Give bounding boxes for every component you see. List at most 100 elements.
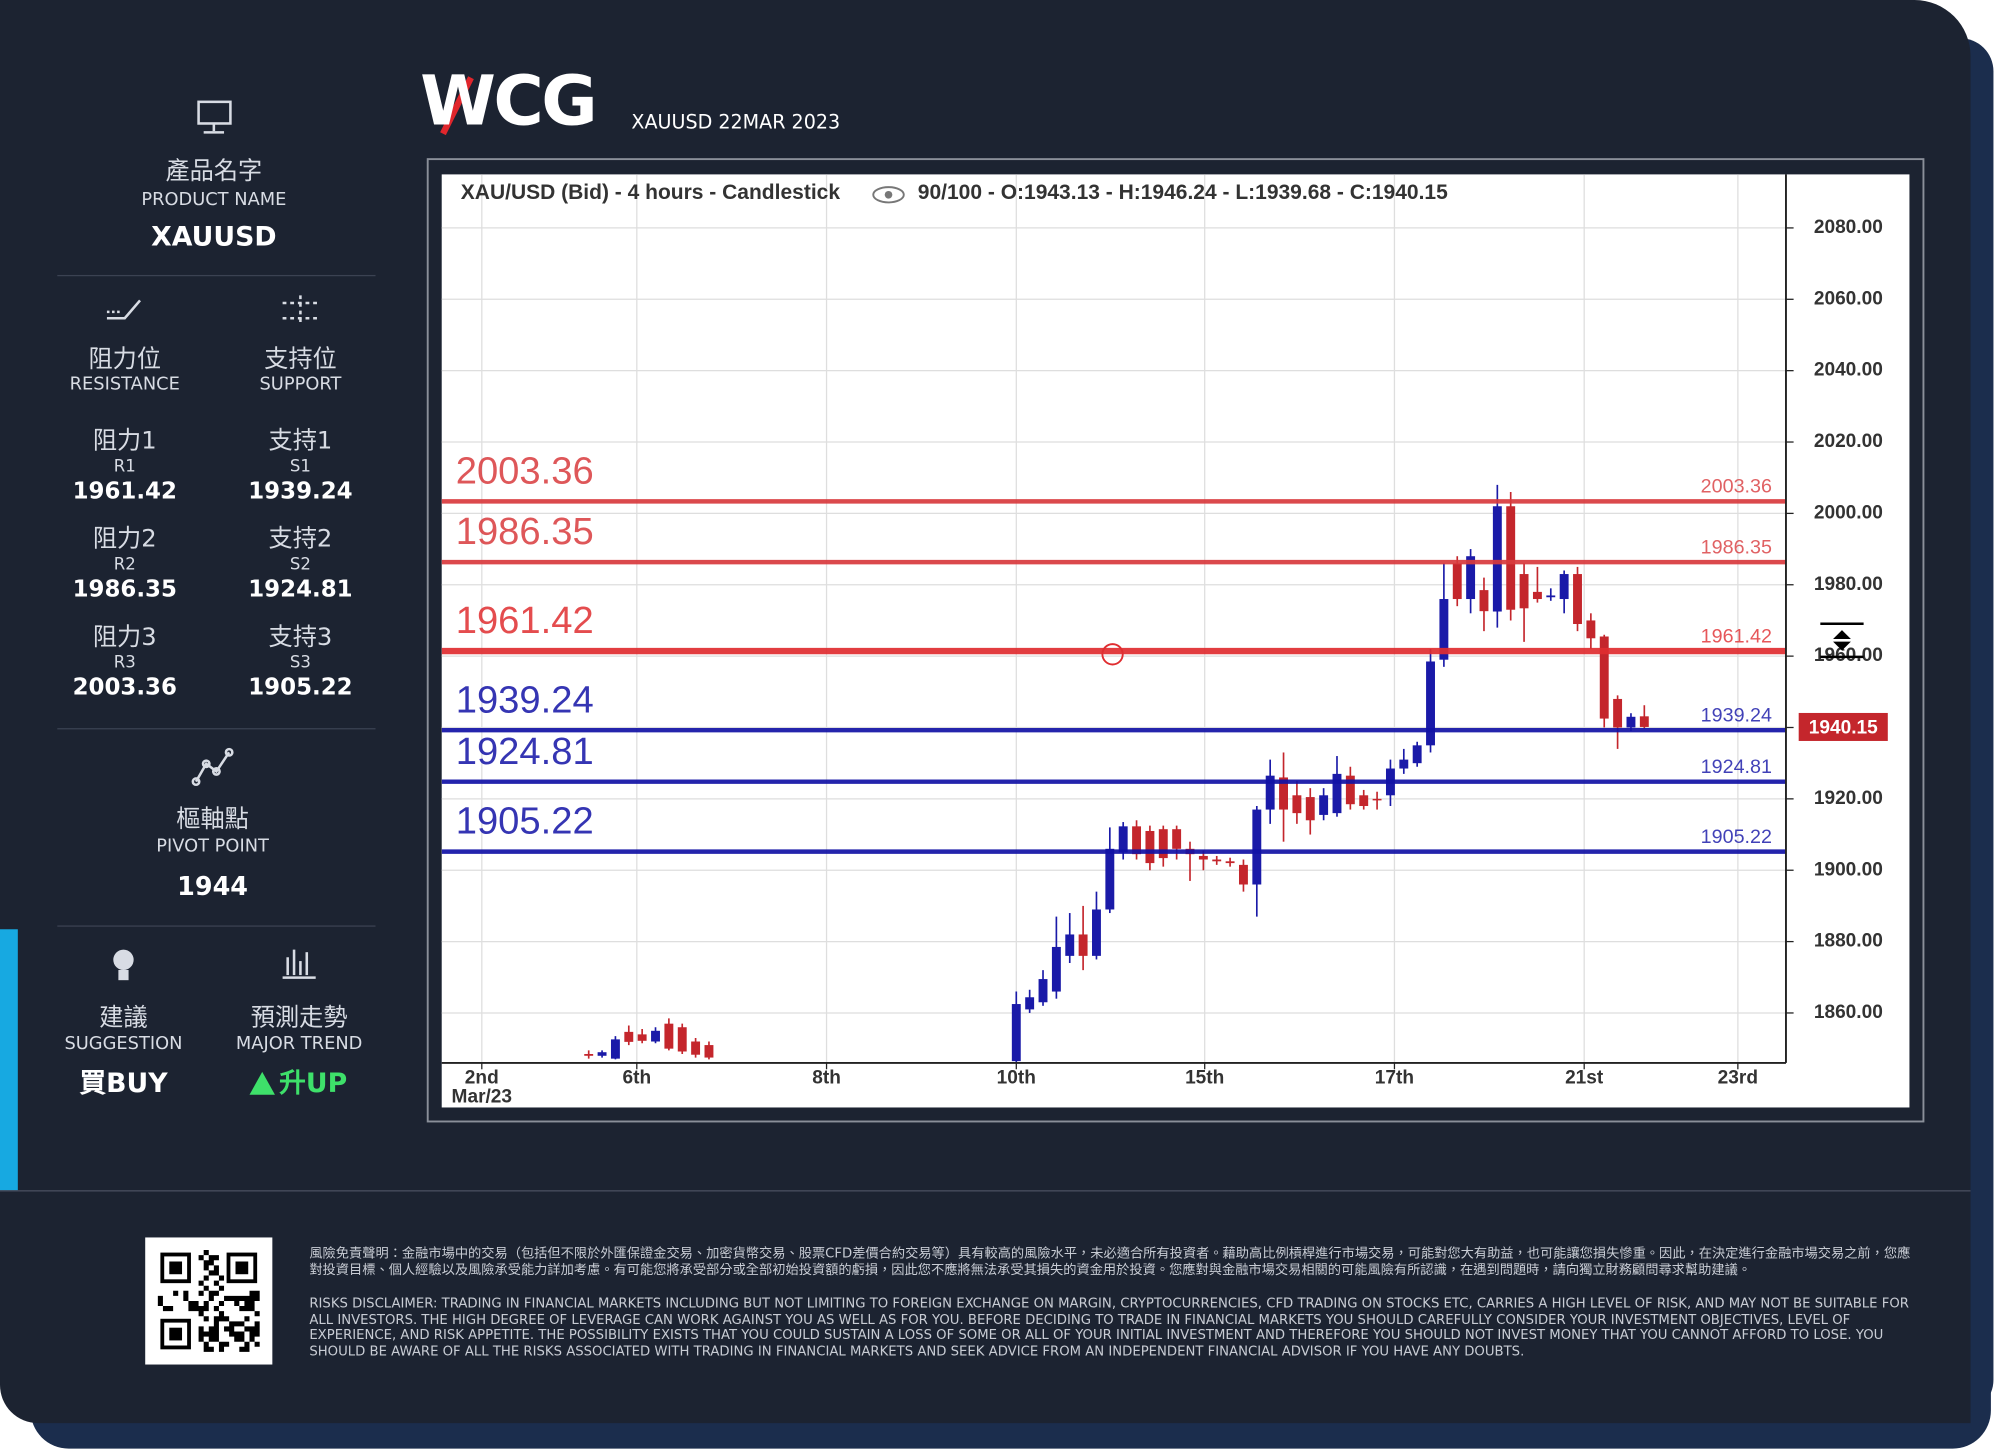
candle-body — [1559, 574, 1569, 600]
y-tick-label: 2080.00 — [1814, 217, 1883, 238]
sidebar-icons — [106, 100, 319, 1095]
x-tick-label: 2nd Mar/23 — [451, 1066, 513, 1108]
y-tick-label: 2060.00 — [1814, 288, 1883, 309]
trend-label-en: MAJOR TREND — [235, 1033, 363, 1055]
separator — [57, 728, 376, 730]
x-tick-label: 21st — [1565, 1066, 1604, 1089]
level-axis-label: 1924.81 — [1701, 756, 1772, 778]
candle-body — [1372, 798, 1382, 801]
candle-body — [1573, 574, 1582, 625]
chart-subtitle: 90/100 - O:1943.13 - H:1946.24 - L:1939.… — [918, 181, 1448, 204]
candle-body — [1412, 745, 1422, 764]
y-tick-label: 2000.00 — [1814, 502, 1883, 523]
level-code: R3 — [113, 653, 136, 673]
candle-body — [1466, 556, 1476, 600]
candle-body — [1025, 997, 1035, 1010]
level-value: 1924.81 — [248, 576, 353, 603]
pivot-label-zh: 樞軸點 — [176, 805, 249, 834]
candle-body — [651, 1030, 660, 1042]
support-label-zh: 支持位 — [264, 345, 337, 374]
y-tick-label: 2040.00 — [1814, 360, 1883, 381]
candle-body — [1305, 797, 1315, 821]
x-tick-label: 8th — [812, 1066, 841, 1089]
suggestion-label-zh: 建議 — [99, 1003, 148, 1032]
level-axis-label: 1905.22 — [1701, 826, 1772, 848]
candle-body — [1506, 506, 1516, 610]
level-label-zh: 支持3 — [268, 623, 333, 652]
candle-body — [1105, 848, 1115, 910]
candle-body — [1639, 716, 1649, 727]
level-label-zh: 阻力1 — [92, 427, 157, 456]
eye-icon — [872, 186, 905, 204]
level-label: 2003.36 — [456, 449, 594, 492]
disclaimer-en: RISKS DISCLAIMER: TRADING IN FINANCIAL M… — [309, 1295, 1909, 1360]
chart-background — [441, 174, 1910, 1108]
y-tick-label: 1860.00 — [1814, 1002, 1883, 1023]
level-label-zh: 阻力3 — [92, 623, 157, 652]
candle-body — [1439, 599, 1449, 660]
candle-body — [624, 1031, 634, 1042]
level-label-zh: 阻力2 — [92, 525, 157, 554]
candle-body — [1613, 698, 1623, 728]
pivot-label-en: PIVOT POINT — [156, 836, 269, 857]
level-axis-label: 2003.36 — [1701, 476, 1772, 498]
resistance-label-zh: 阻力位 — [88, 345, 162, 374]
candle-body — [1118, 826, 1128, 853]
level-label: 1961.42 — [456, 599, 594, 642]
level-label-zh: 支持2 — [268, 525, 333, 554]
level-value: 1939.24 — [248, 477, 353, 505]
candle-body — [1626, 716, 1636, 728]
candle-body — [1359, 795, 1369, 806]
level-label: 1986.35 — [456, 510, 594, 553]
candle-body — [1065, 934, 1075, 956]
level-axis-label: 1986.35 — [1701, 536, 1772, 558]
product-label-zh: 產品名字 — [165, 157, 263, 186]
chart: XAU/USD (Bid) - 4 hours - Candlestick 90… — [426, 158, 1925, 1123]
candle-body — [1426, 661, 1435, 746]
level-value: 1986.35 — [72, 576, 177, 603]
candle-body — [1145, 830, 1155, 864]
separator — [57, 274, 376, 277]
candle-body — [1399, 759, 1409, 769]
x-tick-label: 17th — [1374, 1066, 1415, 1089]
level-axis-label: 1961.42 — [1701, 625, 1772, 647]
candle-body — [677, 1027, 687, 1052]
candle-body — [584, 1053, 594, 1056]
candle-body — [1292, 795, 1302, 814]
logo-mark — [440, 76, 474, 136]
disclaimer-zh: 風險免責聲明：金融市場中的交易（包括但不限於外匯保證金交易、加密貨幣交易、股票C… — [309, 1246, 1911, 1278]
level-label: 1924.81 — [456, 730, 594, 773]
candle-body — [1225, 861, 1235, 864]
level-value: 2003.36 — [72, 674, 177, 701]
candle-body — [1452, 563, 1462, 600]
candle-body — [1238, 864, 1248, 885]
candle-body — [1546, 595, 1556, 598]
resistance-label-en: RESISTANCE — [69, 374, 180, 395]
candle-body — [1158, 829, 1168, 859]
y-tick-label: 2020.00 — [1814, 431, 1883, 452]
candle-body — [610, 1039, 620, 1059]
level-code: R2 — [113, 555, 136, 575]
candle-body — [1332, 773, 1342, 814]
price-tag — [1798, 712, 1888, 741]
qr-code — [145, 1237, 273, 1365]
trend-value: 升UP — [279, 1068, 348, 1099]
candle-body — [597, 1052, 607, 1056]
candle-body — [1599, 636, 1609, 719]
candle-body — [1132, 826, 1142, 855]
level-label: 1939.24 — [456, 678, 594, 721]
logo: WCG — [420, 61, 598, 142]
candle-body — [1479, 590, 1489, 612]
candle-body — [664, 1023, 674, 1049]
candle-body — [1011, 1004, 1021, 1062]
candle-body — [1078, 934, 1088, 956]
candle-body — [691, 1041, 701, 1055]
candle-body — [637, 1034, 647, 1041]
level-axis-label: 1939.24 — [1701, 704, 1772, 726]
axis-scroll-icon — [1820, 622, 1864, 659]
level-code: S3 — [289, 653, 311, 673]
suggestion-label-en: SUGGESTION — [64, 1033, 183, 1055]
level-value: 1961.42 — [72, 477, 177, 505]
